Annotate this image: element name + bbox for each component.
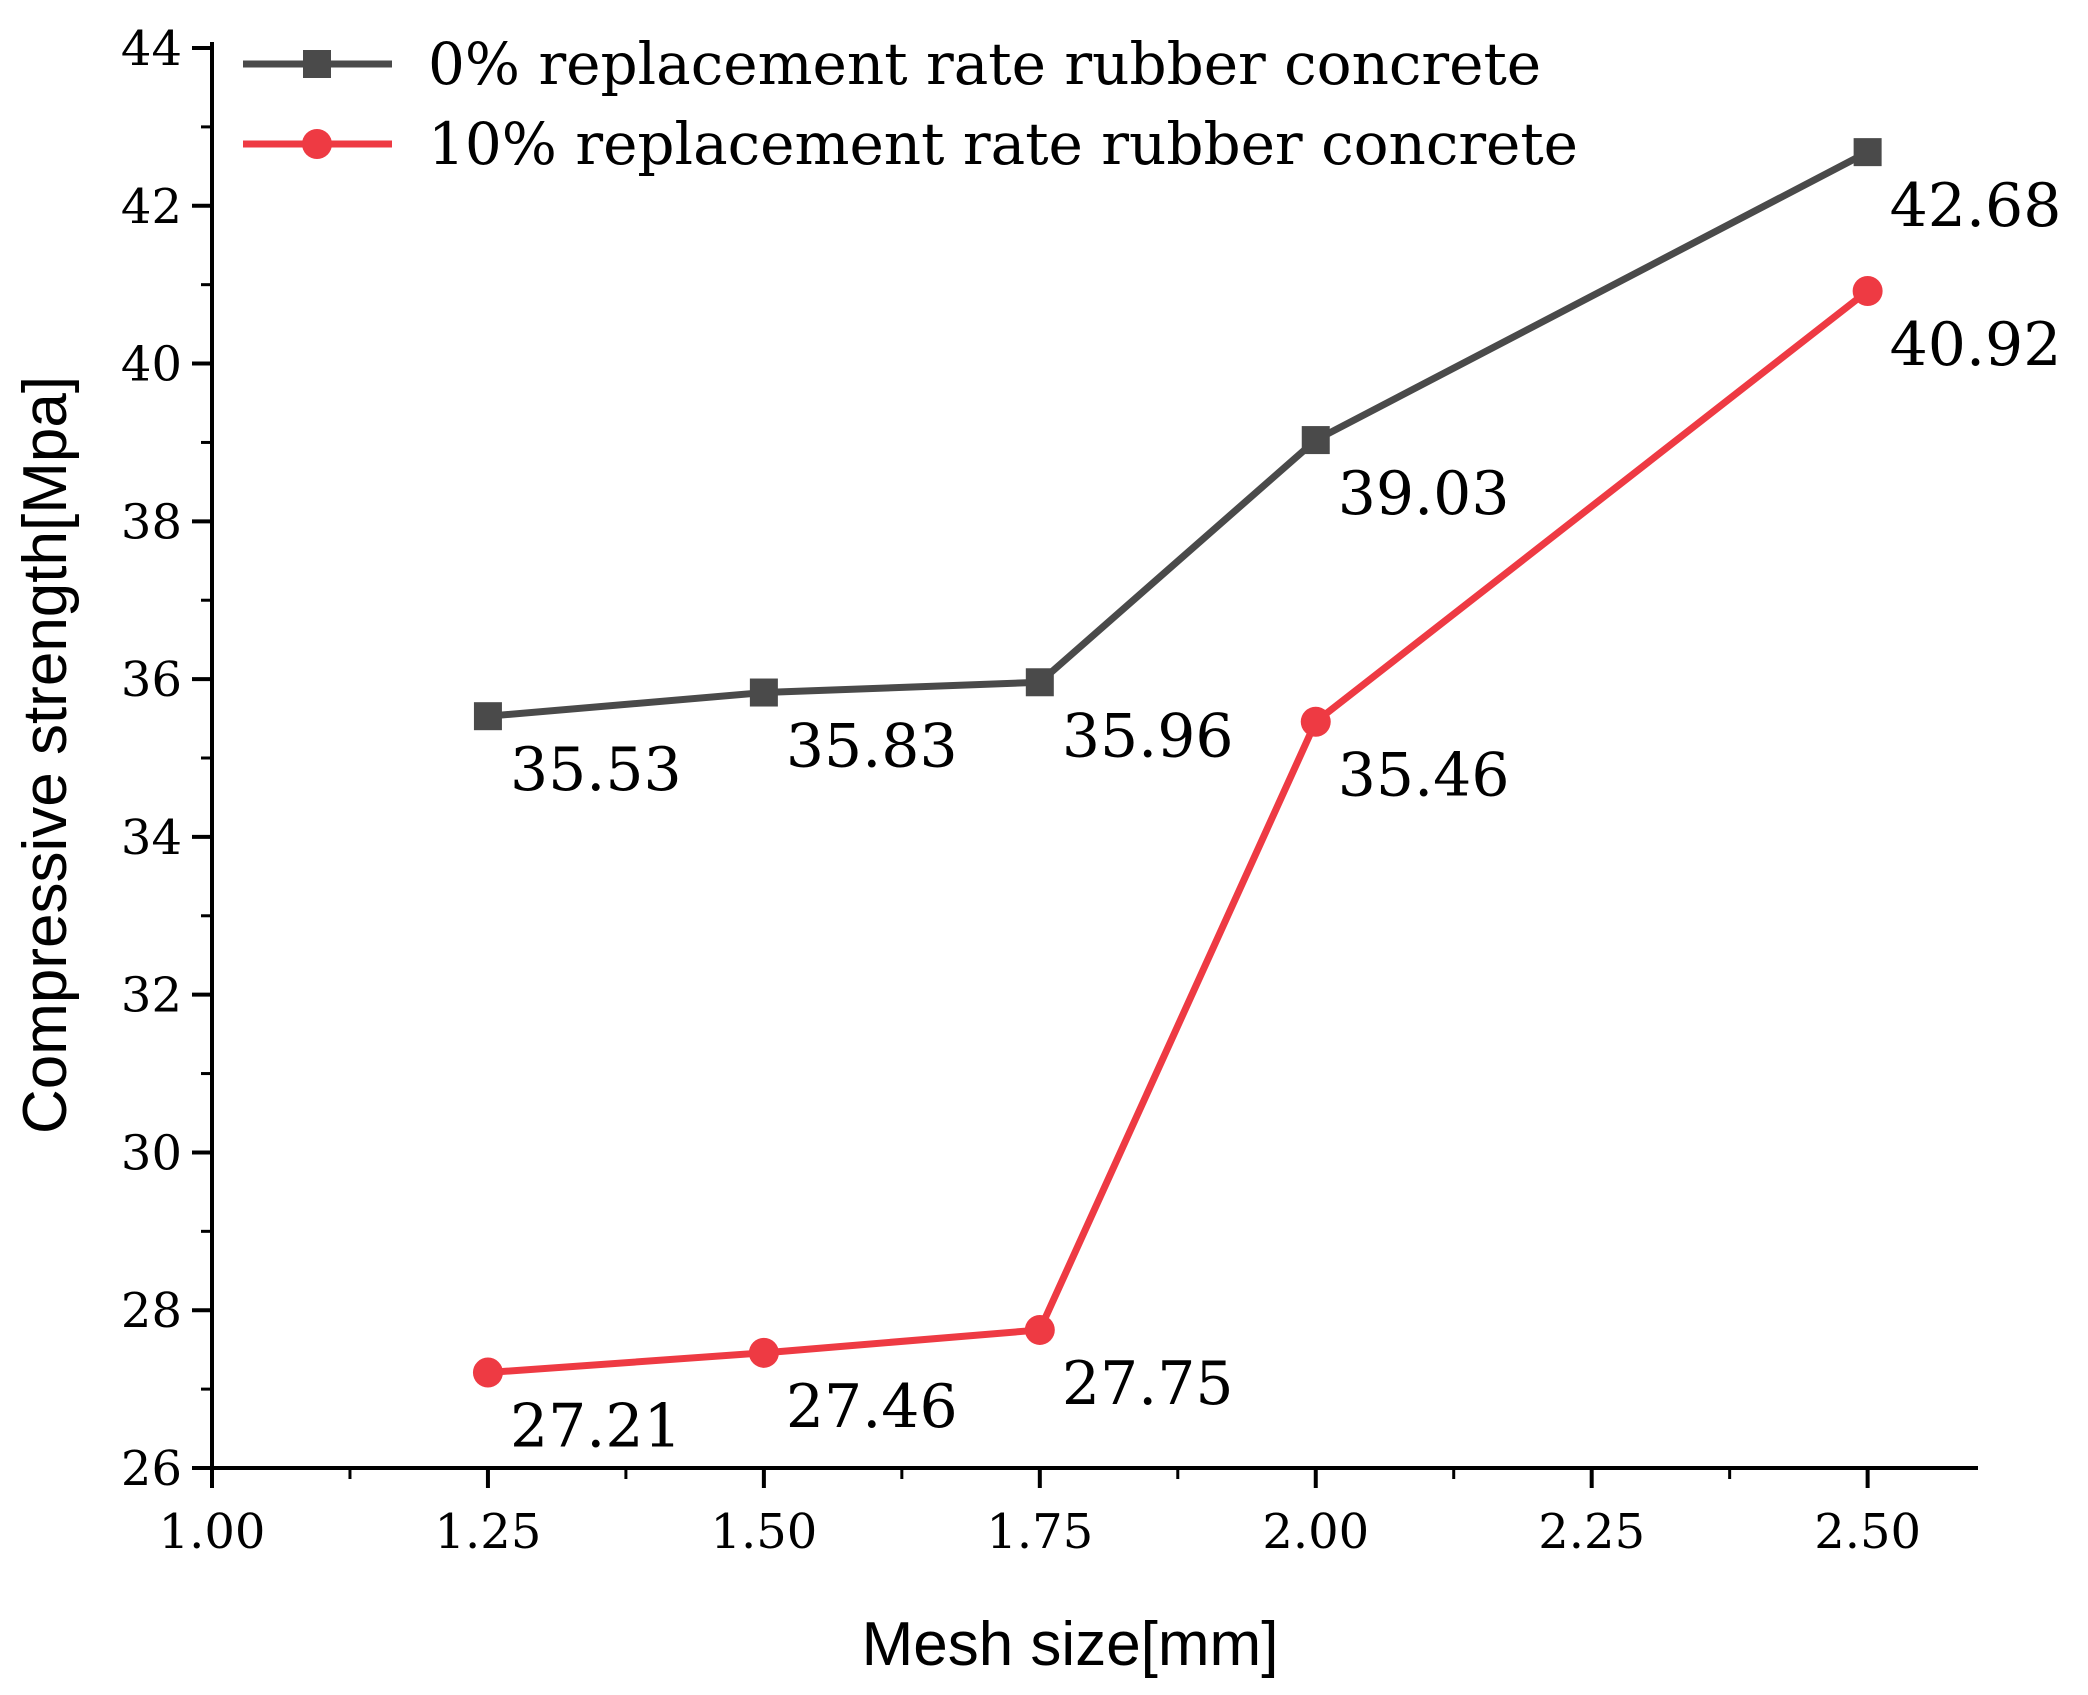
data-point	[1025, 668, 1054, 697]
data-point	[472, 1357, 503, 1388]
legend: 0% replacement rate rubber concrete 10% r…	[243, 30, 1578, 178]
data-label: 42.68	[1890, 171, 2062, 241]
data-point	[1852, 275, 1883, 306]
x-tick-label: 1.00	[159, 1504, 266, 1560]
data-point	[1301, 426, 1330, 455]
legend-label: 10% replacement rate rubber concrete	[428, 110, 1578, 178]
x-axis-title: Mesh size[mm]	[862, 1610, 1279, 1679]
x-tick-label: 2.25	[1538, 1504, 1645, 1560]
y-tick-label: 34	[121, 810, 182, 866]
y-tick-label: 40	[121, 337, 182, 393]
x-tick-label: 1.25	[435, 1504, 542, 1560]
x-tick-label: 1.50	[710, 1504, 817, 1560]
y-tick-label: 26	[121, 1441, 182, 1497]
data-label: 39.03	[1338, 459, 1510, 529]
x-tick-label: 2.00	[1262, 1504, 1369, 1560]
data-label: 35.46	[1338, 741, 1510, 811]
data-point	[473, 702, 502, 731]
x-tick-label: 1.75	[986, 1504, 1093, 1560]
data-point	[1024, 1314, 1055, 1345]
data-label: 27.75	[1062, 1349, 1234, 1419]
x-tick-label: 2.50	[1814, 1504, 1921, 1560]
data-label: 27.46	[786, 1372, 958, 1442]
y-tick-label: 44	[121, 21, 182, 77]
series-layer	[472, 138, 1883, 1388]
y-tick-label: 42	[121, 179, 182, 235]
data-point	[1300, 706, 1331, 737]
legend-marker	[303, 50, 331, 78]
y-tick-label: 36	[121, 652, 182, 708]
data-label: 27.21	[510, 1392, 682, 1462]
data-point	[749, 678, 778, 707]
series-0	[473, 138, 1882, 731]
y-axis-title: Compressive strength[Mpa]	[11, 376, 80, 1134]
y-tick-label: 28	[121, 1283, 182, 1339]
y-axis-ticks: 26 28 30 32 34 36 38 40 42 44	[121, 21, 212, 1497]
series-1	[472, 275, 1883, 1388]
legend-marker	[302, 129, 332, 159]
data-labels: 35.53 35.83 35.96 39.03 42.68 27.21 27.46 27.75…	[510, 171, 2061, 1461]
data-label: 35.83	[786, 712, 958, 782]
data-point	[748, 1337, 779, 1368]
y-tick-label: 30	[121, 1125, 182, 1181]
data-point	[1853, 138, 1882, 167]
legend-item-0: 0% replacement rate rubber concrete	[243, 30, 1541, 98]
legend-item-1: 10% replacement rate rubber concrete	[243, 110, 1578, 178]
y-tick-label: 32	[121, 968, 182, 1024]
data-label: 40.92	[1890, 310, 2062, 380]
legend-label: 0% replacement rate rubber concrete	[428, 30, 1541, 98]
series-line	[487, 149, 1870, 720]
data-label: 35.53	[510, 735, 682, 805]
x-axis-ticks: 1.00 1.25 1.50 1.75 2.00 2.25 2.50	[159, 1468, 1921, 1560]
series-line	[487, 288, 1870, 1377]
data-label: 35.96	[1062, 701, 1234, 771]
y-tick-label: 38	[121, 494, 182, 550]
